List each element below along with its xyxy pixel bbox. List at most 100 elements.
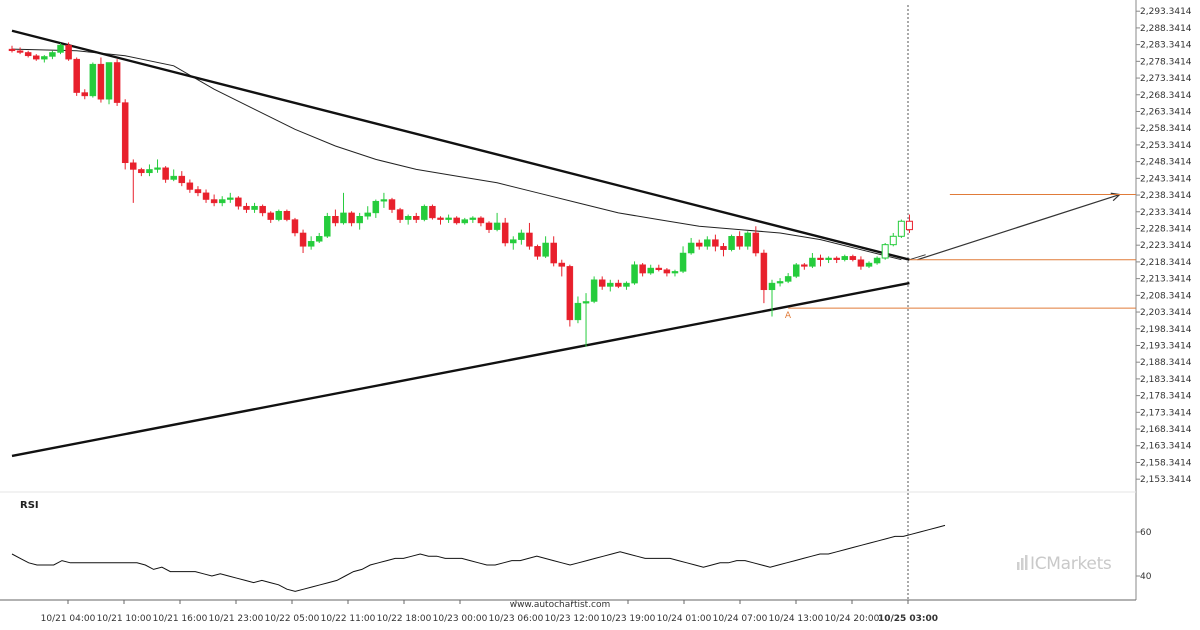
candle-body [89,63,97,97]
candle [210,194,218,207]
candle-body [162,167,169,180]
y-tick-label: 2,278.3414 [1140,57,1192,67]
y-tick-label: 2,153.3414 [1140,475,1192,485]
candle [267,211,274,223]
candle [598,276,606,290]
candle [113,59,121,106]
candle-body [857,259,865,267]
candle-body [768,282,776,291]
candle-body [380,199,388,202]
y-tick-label: 2,248.3414 [1140,158,1192,168]
candle [607,279,614,292]
candle-body [631,264,638,284]
candle-body [736,236,743,247]
source-watermark: www.autochartist.com [510,600,611,610]
price-levels [788,194,1136,309]
rsi-tick-label: 40 [1140,572,1152,582]
breakout-connector [909,254,926,261]
y-tick-label: 2,238.3414 [1140,191,1192,201]
candle-body [138,169,145,174]
candle-body [267,212,274,220]
candle-body [356,215,363,224]
candle-body [695,242,703,247]
candle-body [65,44,72,60]
candle [299,229,307,254]
candle-body [776,281,784,284]
candle [33,54,40,61]
candle [768,279,776,317]
candle-body [647,267,654,274]
candle-body [792,264,800,277]
rsi-line [11,524,946,592]
candle-body [16,50,24,53]
candle [647,264,654,275]
candle-body [364,212,371,217]
candle-body [461,219,469,224]
support-trendline [11,281,910,458]
candle-body [429,205,436,219]
candle-body [186,182,194,190]
y-tick-label: 2,283.3414 [1140,41,1192,51]
candle-body [388,199,396,210]
candle-body [841,256,849,260]
candle [170,169,177,182]
y-tick-label: 2,293.3414 [1140,7,1192,17]
rsi-label: RSI [20,500,39,511]
candle [73,57,80,96]
x-tick-label: 10/24 07:00 [713,614,768,624]
candle-body [105,62,113,100]
candle [138,167,145,177]
candle [873,256,881,265]
candle-body [227,197,234,200]
candle-body [210,199,218,204]
y-tick-label: 2,218.3414 [1140,258,1192,268]
candle [178,171,186,187]
candle-body [663,269,671,274]
y-tick-label: 2,273.3414 [1140,74,1192,84]
candle [493,212,501,232]
candle-body [679,252,687,272]
y-tick-label: 2,208.3414 [1140,291,1192,301]
candle [315,232,323,243]
candle [89,62,97,98]
candle [49,50,56,60]
x-tick-label: 10/21 04:00 [41,614,96,624]
candle-body [41,56,48,60]
candle [720,242,727,257]
candle-body [445,217,452,220]
candle [194,186,202,197]
candle-body [558,262,566,267]
y-tick-label: 2,243.3414 [1140,174,1192,184]
candle [550,236,557,267]
candle-body [396,209,404,220]
candle-body [453,217,460,224]
y-tick-label: 2,163.3414 [1140,442,1192,452]
candle [364,206,371,220]
candle-body [534,246,541,257]
candle-body [348,212,355,224]
brand-name: ICMarkets [1030,554,1112,574]
x-tick-label: 10/22 18:00 [377,614,432,624]
time-axis: 10/21 04:00 10/21 10:00 10/21 16:00 10/21 2… [41,600,938,624]
y-tick-label: 2,223.3414 [1140,241,1192,251]
candle-body [889,235,897,246]
candle-body [720,246,727,250]
candle [243,202,250,213]
candle [445,214,452,223]
candle [413,212,420,223]
candle-body [639,264,646,274]
candle [542,236,549,259]
candle-body [202,192,210,200]
x-tick-label: 10/23 00:00 [433,614,488,624]
candle-body [251,205,258,210]
x-tick-label: 10/22 05:00 [265,614,320,624]
candle [235,196,242,210]
chart-frame [0,0,1137,601]
y-tick-label: 2,233.3414 [1140,208,1192,218]
candle [582,293,590,347]
candle-body [57,44,64,53]
candle-body [623,282,630,287]
candle [332,209,339,227]
y-tick-label: 2,173.3414 [1140,408,1192,418]
